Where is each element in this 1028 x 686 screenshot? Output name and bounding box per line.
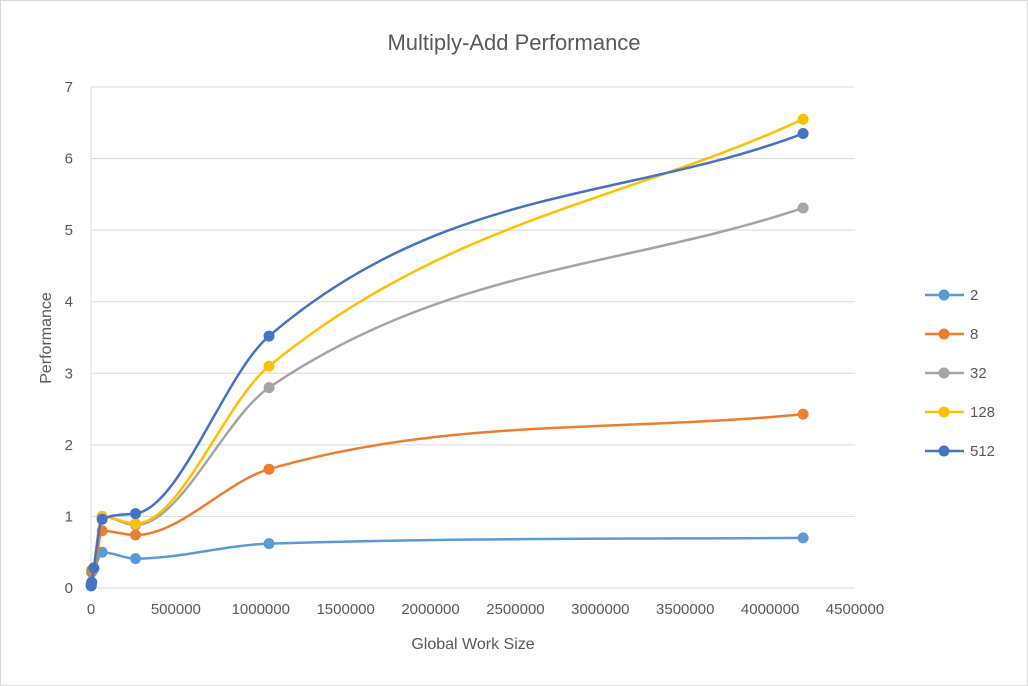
data-point [263, 538, 275, 550]
data-point [797, 532, 809, 544]
legend-label: 512 [970, 443, 995, 460]
series-2 [85, 532, 809, 590]
legend-item: 8 [925, 326, 978, 343]
legend-label: 128 [970, 404, 995, 421]
data-point [130, 508, 142, 520]
data-point [96, 513, 108, 525]
x-tick-label: 3500000 [656, 601, 714, 618]
legend-item: 128 [925, 404, 995, 421]
legend-label: 2 [970, 287, 978, 304]
x-axis: 0 500000 1000000 1500000 2000000 2500000 30000… [87, 601, 884, 618]
series-line [89, 206, 805, 588]
x-tick-label: 3000000 [571, 601, 629, 618]
series-line [89, 536, 805, 586]
x-tick-label: 500000 [151, 601, 201, 618]
data-point [797, 202, 809, 214]
legend-label: 32 [970, 365, 987, 382]
series-32 [85, 202, 809, 592]
chart-title: Multiply-Add Performance [387, 30, 640, 55]
legend-item: 512 [925, 443, 995, 460]
series-line [89, 132, 805, 588]
gridlines [90, 86, 855, 589]
data-point [263, 382, 275, 394]
data-point [797, 128, 809, 140]
data-point [130, 529, 142, 541]
legend-marker [938, 328, 950, 340]
legend-label: 8 [970, 326, 978, 343]
legend-item: 32 [925, 365, 987, 382]
data-point [263, 463, 275, 475]
y-tick-label: 3 [65, 365, 73, 382]
legend-marker [938, 289, 950, 301]
data-point [96, 546, 108, 558]
x-axis-title: Global Work Size [411, 636, 534, 653]
y-tick-label: 2 [65, 437, 73, 454]
y-tick-label: 5 [65, 222, 73, 239]
series-128 [85, 113, 809, 592]
data-point [263, 360, 275, 372]
data-point [86, 576, 98, 588]
y-tick-label: 0 [65, 580, 73, 597]
legend-item: 2 [925, 287, 978, 304]
data-point [88, 562, 100, 574]
data-point [263, 330, 275, 342]
legend: 2 8 32 128 512 [925, 287, 995, 460]
x-tick-label: 0 [87, 601, 95, 618]
series-line [89, 117, 805, 588]
series-8 [85, 408, 809, 590]
x-tick-label: 2000000 [401, 601, 459, 618]
y-axis: 0 1 2 3 4 5 6 7 [65, 79, 73, 597]
x-tick-label: 1500000 [316, 601, 374, 618]
y-tick-label: 7 [65, 79, 73, 96]
series-512 [85, 128, 809, 592]
y-axis-title: Performance [38, 292, 55, 384]
x-tick-label: 2500000 [486, 601, 544, 618]
series-line [89, 412, 805, 586]
data-point [797, 408, 809, 420]
y-tick-label: 6 [65, 151, 73, 168]
data-point [130, 553, 142, 565]
legend-marker [938, 445, 950, 457]
data-point [130, 518, 142, 530]
x-tick-label: 4000000 [741, 601, 799, 618]
y-tick-label: 4 [65, 294, 73, 311]
y-tick-label: 1 [65, 508, 73, 525]
legend-marker [938, 406, 950, 418]
data-point [797, 113, 809, 125]
x-tick-label: 4500000 [826, 601, 884, 618]
x-tick-label: 1000000 [232, 601, 290, 618]
series-layer [85, 113, 809, 592]
legend-marker [938, 367, 950, 379]
